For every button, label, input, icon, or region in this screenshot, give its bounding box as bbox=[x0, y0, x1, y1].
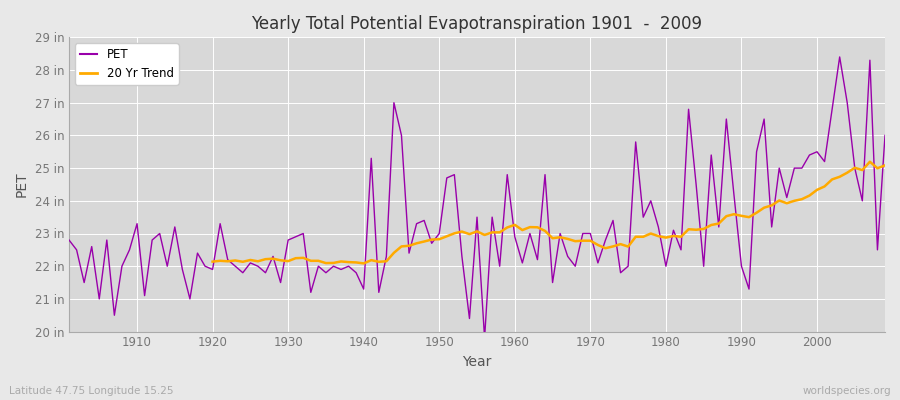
Y-axis label: PET: PET bbox=[15, 172, 29, 197]
Title: Yearly Total Potential Evapotranspiration 1901  -  2009: Yearly Total Potential Evapotranspiratio… bbox=[251, 15, 703, 33]
X-axis label: Year: Year bbox=[463, 355, 491, 369]
Text: Latitude 47.75 Longitude 15.25: Latitude 47.75 Longitude 15.25 bbox=[9, 386, 174, 396]
Legend: PET, 20 Yr Trend: PET, 20 Yr Trend bbox=[75, 43, 178, 84]
Text: worldspecies.org: worldspecies.org bbox=[803, 386, 891, 396]
